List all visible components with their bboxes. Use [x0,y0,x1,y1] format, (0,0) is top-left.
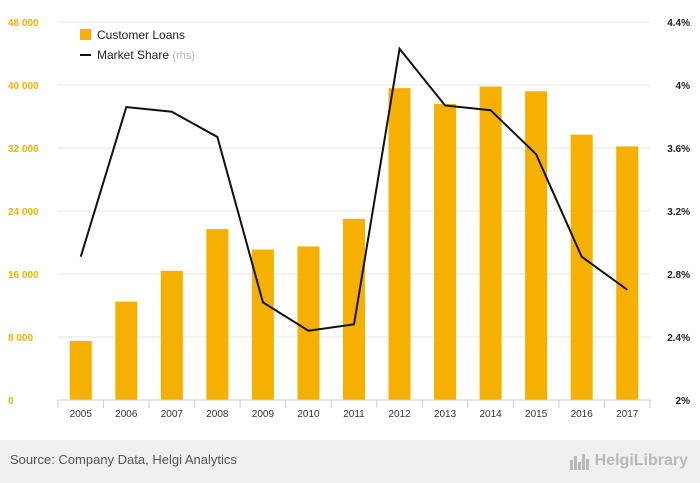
x-tick-label: 2016 [571,409,594,420]
legend-label-market-share: Market Share (rhs) [97,48,195,62]
bar-2009 [251,249,274,400]
x-tick-label: 2007 [161,409,184,420]
x-tick-label: 2008 [206,409,229,420]
x-tick-label: 2012 [388,409,411,420]
y-left-tick-label: 24 000 [8,207,39,218]
y-right-tick-label: 2% [676,396,691,407]
x-tick-label: 2005 [70,409,93,420]
x-tick-label: 2009 [252,409,275,420]
x-tick-label: 2015 [525,409,548,420]
axes: 0 8 000 16 000 24 000 32 000 40 000 48 000 2% 2.… [8,18,690,420]
grid-layer [58,21,650,338]
x-tick-label: 2006 [115,409,138,420]
y-right-tick-label: 3.2% [667,207,690,218]
bar-2011 [343,218,365,400]
y-left-tick-label: 8 000 [8,333,33,344]
source-text: Source: Company Data, Helgi Analytics [10,452,237,467]
y-left-tick-label: 0 [8,396,14,407]
legend-label-rhs-suffix: (rhs) [172,50,195,62]
x-tick-label: 2014 [479,409,502,420]
bar-2012 [388,88,411,401]
y-left-tick-label: 40 000 [8,81,39,92]
x-tick-label: 2013 [434,409,457,420]
bar-2015 [525,91,548,401]
bar-2010 [297,246,320,400]
x-tick-label: 2017 [616,409,639,420]
line-series-market-share [79,46,628,332]
y-right-tick-label: 4.4% [667,18,690,29]
x-tick-label: 2011 [343,409,365,420]
bar-2017 [616,146,639,400]
market-share-line [79,46,628,332]
brand-logo: HelgiLibrary [569,450,688,472]
bar-2016 [570,134,593,401]
bar-2014 [479,86,502,400]
x-tick-label: 2010 [297,409,320,420]
city-skyline-icon [569,454,589,470]
combo-chart-svg: 0 8 000 16 000 24 000 32 000 40 000 48 000 2% 2.… [8,18,690,420]
bar-2007 [160,270,183,400]
y-left-tick-label: 16 000 [8,270,39,281]
brand-name: HelgiLibrary [594,452,688,469]
y-right-tick-label: 2.8% [667,270,690,281]
legend-swatch-customer-loans [80,29,91,40]
legend-label-customer-loans: Customer Loans [97,28,185,42]
y-left-tick-label: 48 000 [8,18,39,29]
y-right-tick-label: 3.6% [667,144,690,155]
bar-2013 [434,103,457,401]
y-right-tick-label: 4% [676,81,691,92]
y-right-tick-label: 2.4% [667,333,690,344]
y-left-tick-label: 32 000 [8,144,39,155]
bar-2008 [206,229,229,400]
bar-series-customer-loans [69,86,639,401]
footer: Source: Company Data, Helgi Analytics He… [0,440,700,483]
bar-2006 [115,301,138,400]
legend: Customer Loans Market Share (rhs) [80,28,195,62]
bar-2005 [69,340,92,400]
